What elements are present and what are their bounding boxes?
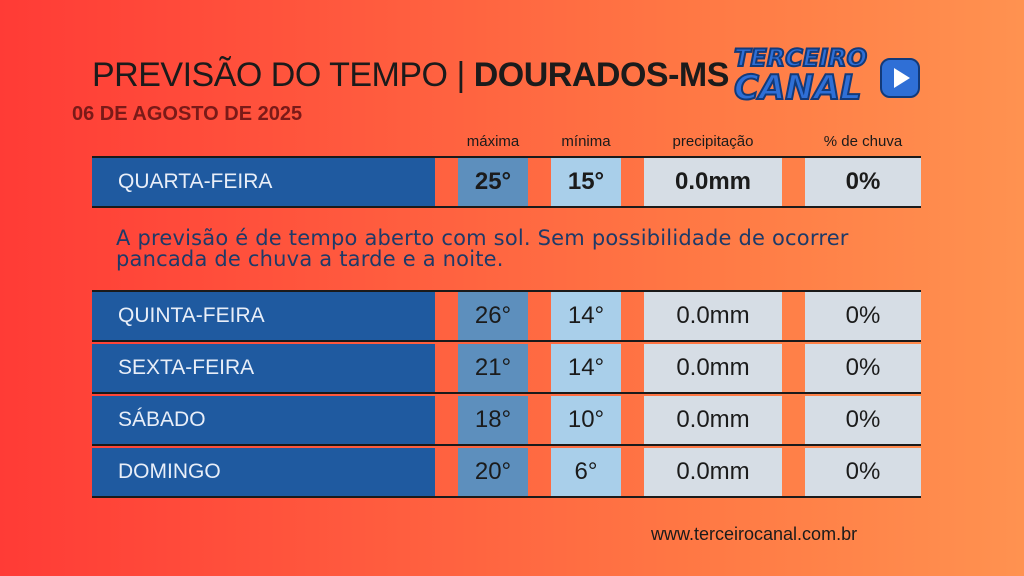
row-divider [92, 392, 921, 394]
forecast-description: A previsão é de tempo aberto com sol. Se… [116, 226, 849, 271]
min-temp-cell: 15° [551, 158, 621, 206]
page-title: PREVISÃO DO TEMPO | DOURADOS-MS [92, 56, 729, 95]
table-row: SÁBADO 18° 10° 0.0mm 0% [92, 394, 921, 446]
min-temp-cell: 10° [551, 396, 621, 444]
day-cell: QUARTA-FEIRA [92, 158, 435, 206]
row-divider [92, 496, 921, 498]
row-divider [92, 156, 921, 158]
row-divider [92, 290, 921, 292]
max-temp-cell: 20° [458, 448, 528, 496]
day-cell: SEXTA-FEIRA [92, 344, 435, 392]
max-temp-cell: 21° [458, 344, 528, 392]
table-row-today: QUARTA-FEIRA 25° 15° 0.0mm 0% [92, 156, 921, 208]
title-city: DOURADOS-MS [473, 56, 730, 94]
max-temp-cell: 18° [458, 396, 528, 444]
day-cell: SÁBADO [92, 396, 435, 444]
day-cell: QUINTA-FEIRA [92, 292, 435, 340]
row-divider [92, 444, 921, 446]
table-row: SEXTA-FEIRA 21° 14° 0.0mm 0% [92, 342, 921, 394]
title-prefix: PREVISÃO DO TEMPO | [92, 56, 465, 94]
precipitation-cell: 0.0mm [644, 448, 782, 496]
min-temp-cell: 14° [551, 292, 621, 340]
column-header-precipitation: precipitação [672, 133, 754, 150]
terceiro-canal-logo: TERCEIRO CANAL [728, 43, 928, 112]
table-row: DOMINGO 20° 6° 0.0mm 0% [92, 446, 921, 498]
column-header-min: mínima [561, 133, 611, 150]
column-header-rain-chance: % de chuva [823, 133, 903, 150]
table-row: QUINTA-FEIRA 26° 14° 0.0mm 0% [92, 290, 921, 342]
rain-chance-cell: 0% [805, 396, 921, 444]
logo-word-1: TERCEIRO [733, 43, 868, 73]
logo-word-2: CANAL [733, 67, 863, 109]
max-temp-cell: 26° [458, 292, 528, 340]
precipitation-cell: 0.0mm [644, 344, 782, 392]
rain-chance-cell: 0% [805, 448, 921, 496]
precipitation-cell: 0.0mm [644, 292, 782, 340]
rain-chance-cell: 0% [805, 158, 921, 206]
forecast-date: 06 DE AGOSTO DE 2025 [72, 103, 303, 125]
rain-chance-cell: 0% [805, 292, 921, 340]
row-divider [92, 340, 921, 342]
precipitation-cell: 0.0mm [644, 396, 782, 444]
day-cell: DOMINGO [92, 448, 435, 496]
max-temp-cell: 25° [458, 158, 528, 206]
min-temp-cell: 14° [551, 344, 621, 392]
rain-chance-cell: 0% [805, 344, 921, 392]
website-url: www.terceirocanal.com.br [651, 524, 858, 544]
column-header-max: máxima [466, 133, 520, 150]
min-temp-cell: 6° [551, 448, 621, 496]
play-icon [880, 58, 920, 98]
row-divider [92, 206, 921, 208]
precipitation-cell: 0.0mm [644, 158, 782, 206]
